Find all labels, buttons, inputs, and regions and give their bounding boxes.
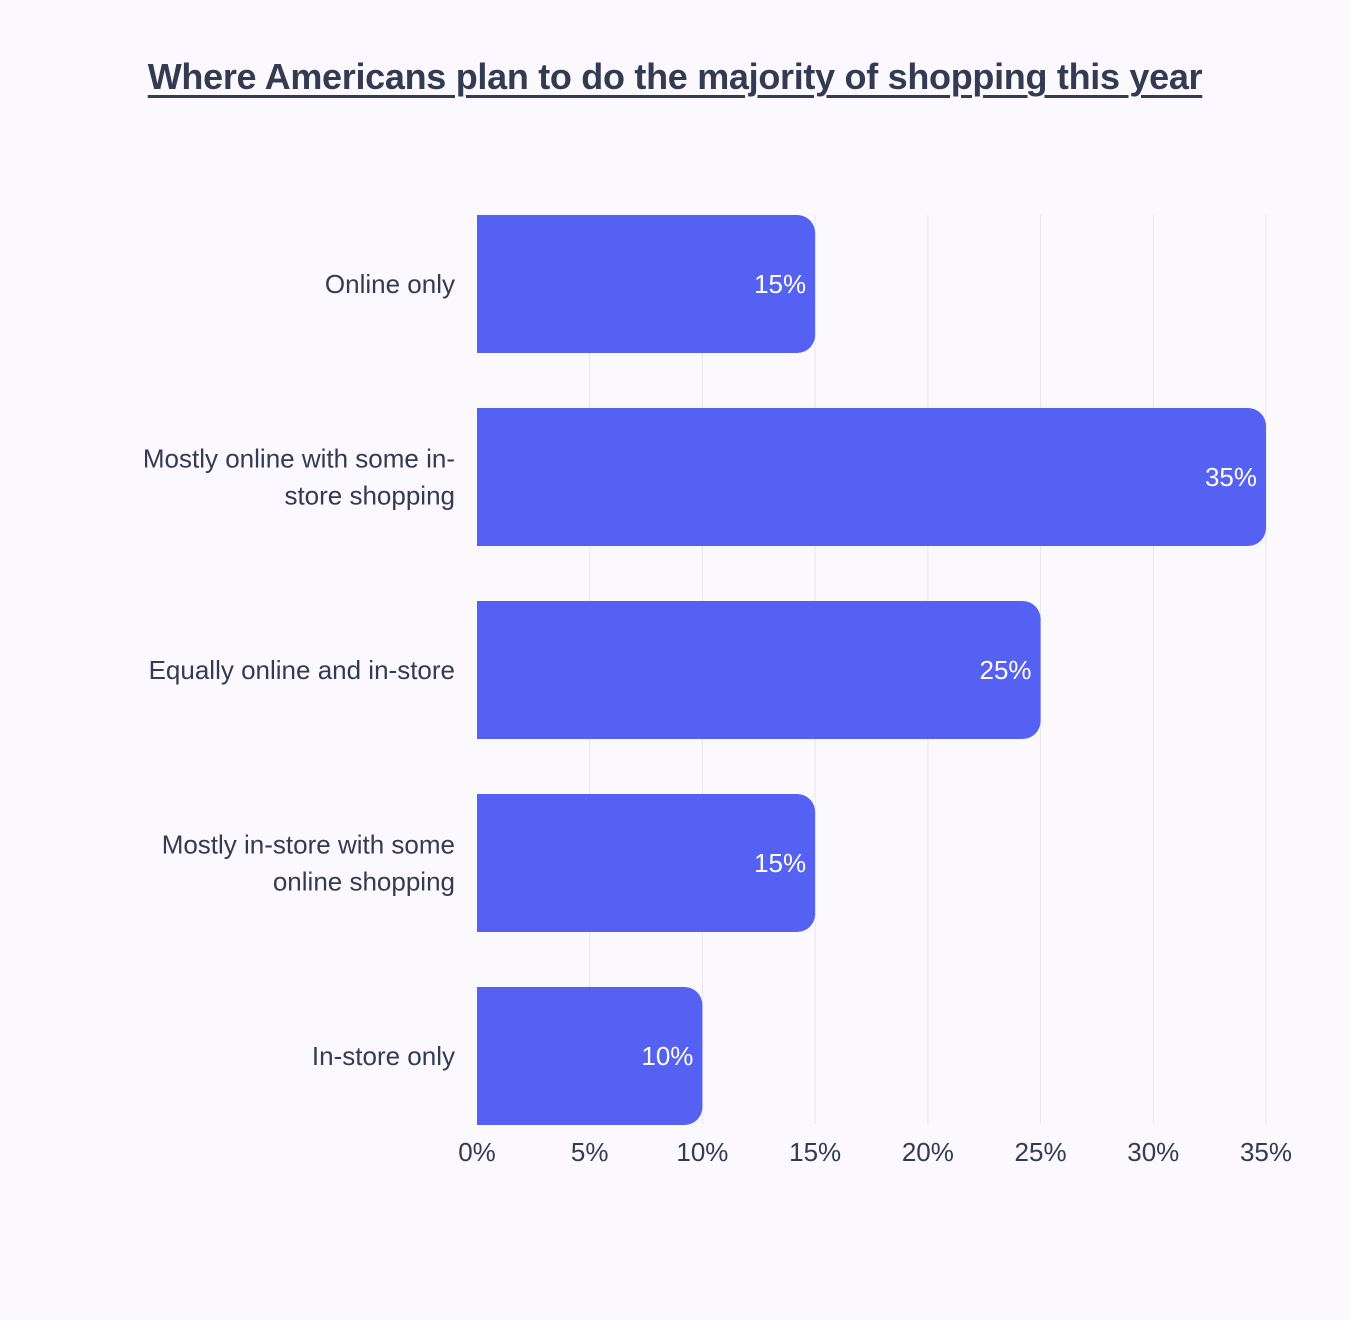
bar-value-label-0: 15% (754, 269, 806, 299)
bar-0 (477, 215, 816, 353)
x-tick-label-25: 25% (1015, 1137, 1067, 1167)
category-labels: Online only Mostly online with some in-st… (143, 269, 455, 1071)
x-tick-label-20: 20% (902, 1137, 954, 1167)
bar-value-label-3: 15% (754, 848, 806, 878)
bar-4 (477, 987, 703, 1125)
bar-value-label-2: 25% (980, 655, 1032, 685)
x-tick-label-5: 5% (571, 1137, 609, 1167)
x-tick-labels: 0% 5% 10% 15% 20% 25% 30% 35% (458, 1137, 1292, 1167)
bar-3 (477, 794, 816, 932)
chart-title: Where Americans plan to do the majority … (147, 56, 1203, 97)
bar-value-label-4: 10% (641, 1041, 693, 1071)
category-label-2: Equally online and in-store (149, 655, 455, 685)
category-label-4: In-store only (312, 1041, 455, 1071)
bar-2 (477, 601, 1041, 739)
x-tick-label-10: 10% (676, 1137, 728, 1167)
category-label-0: Online only (325, 269, 455, 299)
bars: 15% 35% 25% 15% 10% (477, 215, 1266, 1125)
x-tick-label-0: 0% (458, 1137, 496, 1167)
x-tick-label-15: 15% (789, 1137, 841, 1167)
bar-1 (477, 408, 1266, 546)
bar-value-label-1: 35% (1205, 462, 1257, 492)
category-label-3: Mostly in-store with some online shopping (162, 830, 455, 897)
x-tick-label-30: 30% (1127, 1137, 1179, 1167)
x-tick-label-35: 35% (1240, 1137, 1292, 1167)
category-label-1: Mostly online with some in-store shoppin… (143, 444, 455, 511)
